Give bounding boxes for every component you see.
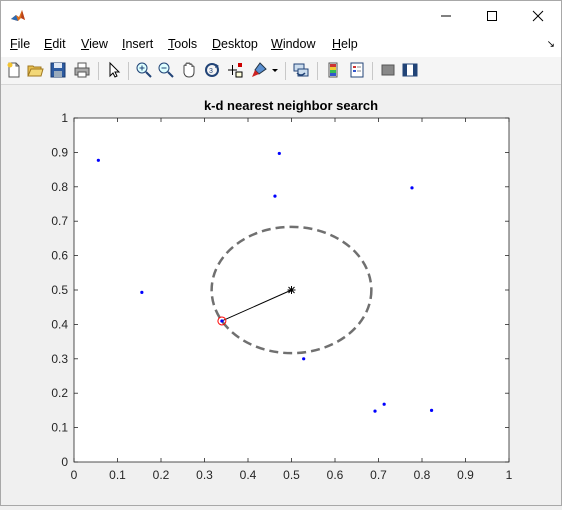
data-point (273, 194, 277, 198)
open-file-icon[interactable] (26, 61, 44, 79)
data-point (140, 290, 144, 295)
title-bar[interactable] (1, 1, 561, 31)
legend-icon[interactable] (348, 61, 366, 79)
menu-edit[interactable]: Edit (44, 37, 66, 51)
query-point-marker (288, 286, 295, 294)
brush-dropdown-icon[interactable] (270, 61, 280, 79)
link-plot-icon[interactable] (292, 61, 310, 79)
print-icon[interactable] (73, 61, 91, 79)
toolbar-separator (317, 62, 318, 80)
y-tick-label: 0.8 (51, 180, 68, 194)
menu-desktop[interactable]: Desktop (212, 37, 258, 51)
chart-title: k-d nearest neighbor search (204, 98, 378, 113)
x-tick-label: 0.4 (240, 468, 257, 482)
data-point (410, 186, 414, 190)
x-tick-label: 0.8 (414, 468, 431, 482)
rotate-3d-icon[interactable]: 3 (203, 61, 221, 79)
nearest-point-marker (217, 316, 227, 326)
y-tick-label: 1 (61, 111, 68, 125)
y-axis: 0 0.1 0.2 0.3 0.4 0.5 0.6 0.7 0.8 0.9 1 (51, 111, 509, 469)
toolbar-separator (128, 62, 129, 80)
minimize-button[interactable] (423, 1, 469, 31)
menu-window[interactable]: Window (271, 37, 316, 51)
menu-file[interactable]: File (10, 37, 31, 51)
data-point (302, 357, 306, 361)
y-tick-label: 0.2 (51, 386, 68, 400)
x-tick-label: 0.6 (327, 468, 344, 482)
nearest-neighbor-line (221, 289, 292, 322)
nearest-point (220, 319, 224, 323)
maximize-icon (487, 11, 497, 21)
colorbar-icon[interactable] (324, 61, 342, 79)
y-tick-label: 0.1 (51, 421, 68, 435)
y-tick-label: 0.9 (51, 145, 68, 159)
figure-toolbar: 3 (1, 57, 561, 85)
plot-marks (96, 151, 434, 413)
axes-plot[interactable]: k-d nearest neighbor search 0 0.1 0.2 0.3 0.… (1, 85, 561, 505)
y-tick-label: 0.7 (51, 214, 68, 228)
x-tick-label: 0.5 (283, 468, 300, 482)
data-point (96, 158, 100, 162)
menu-insert[interactable]: Insert (122, 37, 154, 51)
x-tick-label: 0.7 (370, 468, 387, 482)
data-point (382, 402, 386, 406)
svg-text:3: 3 (209, 68, 213, 75)
y-tick-label: 0.3 (51, 352, 68, 366)
hide-plot-tools-icon[interactable] (379, 61, 397, 79)
x-tick-label: 0.9 (457, 468, 474, 482)
pan-hand-icon[interactable] (180, 61, 198, 79)
y-tick-label: 0.4 (51, 317, 68, 331)
y-tick-label: 0.6 (51, 249, 68, 263)
x-tick-label: 0.1 (109, 468, 126, 482)
maximize-button[interactable] (469, 1, 515, 31)
data-cursor-icon[interactable] (226, 61, 244, 79)
show-plot-tools-icon[interactable] (401, 61, 419, 79)
menu-overflow-icon[interactable]: ↘ (546, 39, 555, 50)
x-tick-label: 0.3 (196, 468, 213, 482)
x-tick-label: 0.2 (153, 468, 170, 482)
x-tick-label: 0 (71, 468, 78, 482)
y-tick-label: 0 (61, 455, 68, 469)
zoom-in-icon[interactable] (135, 61, 153, 79)
close-icon (532, 10, 544, 22)
data-point (429, 408, 434, 412)
close-button[interactable] (515, 1, 561, 31)
toolbar-separator (285, 62, 286, 80)
toolbar-separator (372, 62, 373, 80)
figure-area: k-d nearest neighbor search 0 0.1 0.2 0.3 0.… (1, 85, 561, 505)
toolbar-separator (98, 62, 99, 80)
data-point (277, 151, 281, 156)
save-icon[interactable] (49, 61, 67, 79)
menu-help[interactable]: Help (332, 37, 358, 51)
menu-view[interactable]: View (81, 37, 108, 51)
zoom-out-icon[interactable] (157, 61, 175, 79)
select-arrow-icon[interactable] (105, 61, 123, 79)
menu-bar: File Edit View Insert Tools Desktop Wind… (1, 31, 561, 57)
menu-tools[interactable]: Tools (168, 37, 198, 51)
minimize-icon (441, 15, 451, 17)
y-tick-label: 0.5 (51, 283, 68, 297)
brush-icon[interactable] (250, 61, 268, 79)
search-radius-circle (210, 225, 373, 355)
new-figure-icon[interactable] (5, 61, 23, 79)
x-tick-label: 1 (506, 468, 513, 482)
data-point (373, 409, 377, 413)
x-axis: 0 0.1 0.2 0.3 0.4 0.5 0.6 0.7 0.8 0.9 1 (71, 118, 513, 482)
matlab-logo-icon (11, 10, 25, 21)
